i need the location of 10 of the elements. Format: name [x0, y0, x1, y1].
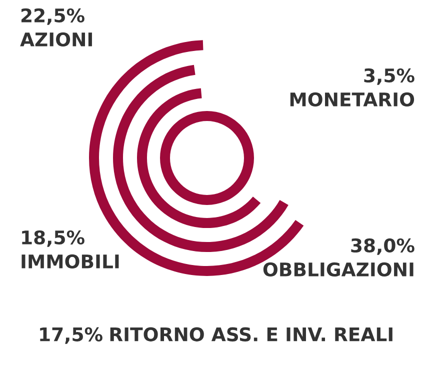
category-label: IMMOBILI	[22, 254, 119, 269]
data-label: 22,5%	[21, 8, 84, 25]
data-label: 18,5%	[22, 230, 84, 247]
category-label: MONETARIO	[290, 92, 414, 107]
category-label: AZIONI	[20, 32, 92, 47]
data-label: 17,5%	[40, 327, 102, 344]
data-label: 3,5%	[364, 68, 414, 85]
category-label: RITORNO ASS. E INV. REALI	[110, 327, 392, 342]
data-label: 38,0%	[351, 238, 414, 255]
category-label: OBBLIGAZIONI	[263, 262, 414, 277]
